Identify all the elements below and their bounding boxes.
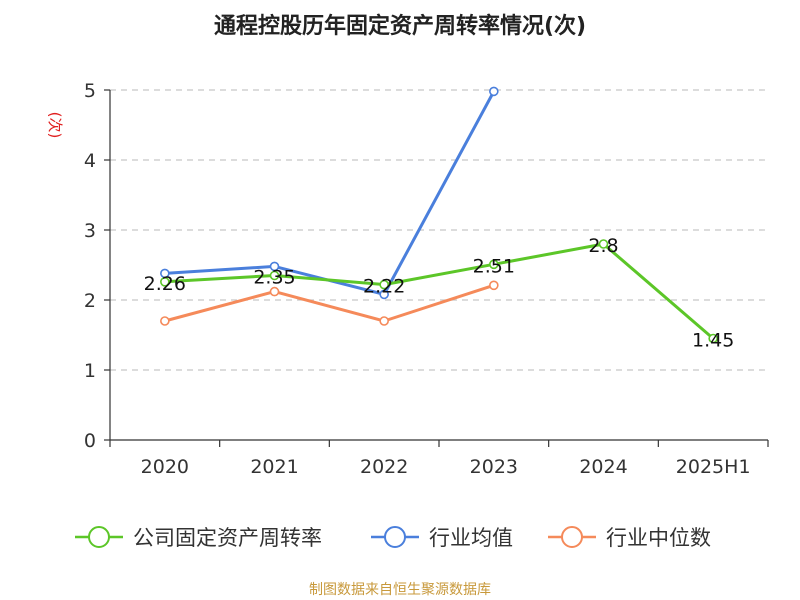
y-tick-label: 2: [84, 290, 96, 312]
y-axis-label: (次): [46, 112, 64, 139]
data-point: [160, 316, 170, 326]
series-line: [164, 283, 495, 323]
legend-label: 行业中位数: [606, 526, 711, 550]
series-line: [164, 90, 496, 296]
y-tick-label: 1: [84, 360, 96, 382]
legend-label: 公司固定资产周转率: [133, 526, 322, 550]
data-point: [160, 276, 170, 287]
data-point: [269, 270, 280, 281]
data-label: 2.35: [253, 267, 295, 289]
data-point: [708, 333, 718, 344]
data-point: [598, 239, 609, 249]
legend-swatch-marker: [88, 526, 110, 548]
data-label: 2.51: [473, 255, 515, 277]
data-point: [269, 286, 280, 297]
data-point: [379, 316, 389, 326]
data-label: 1.45: [692, 330, 734, 352]
x-tick-label: 2020: [141, 456, 189, 478]
x-tick-label: 2024: [579, 456, 627, 478]
y-tick-label: 4: [84, 150, 96, 172]
legend-swatch-marker: [384, 526, 406, 548]
y-tick-label: 3: [84, 220, 96, 242]
x-tick-label: 2022: [360, 456, 408, 478]
chart-title: 通程控股历年固定资产周转率情况(次): [213, 14, 587, 39]
x-tick-label: 2021: [250, 456, 298, 478]
data-label: 2.22: [363, 276, 405, 298]
data-point: [489, 86, 499, 97]
data-point: [269, 261, 280, 272]
x-tick-label: 2025H1: [676, 456, 751, 478]
data-label: 2.26: [144, 273, 186, 295]
series-line: [164, 242, 715, 340]
data-point: [489, 259, 499, 270]
data-source-note: 制图数据来自恒生聚源数据库: [309, 582, 491, 598]
data-point: [379, 289, 389, 300]
data-point: [379, 279, 389, 290]
legend-swatch-marker: [561, 526, 583, 548]
y-tick-label: 5: [84, 80, 96, 102]
y-tick-label: 0: [84, 430, 96, 452]
x-tick-label: 2023: [470, 456, 518, 478]
data-label: 2.8: [588, 235, 618, 257]
legend-label: 行业均值: [429, 526, 513, 550]
data-point: [489, 280, 499, 291]
